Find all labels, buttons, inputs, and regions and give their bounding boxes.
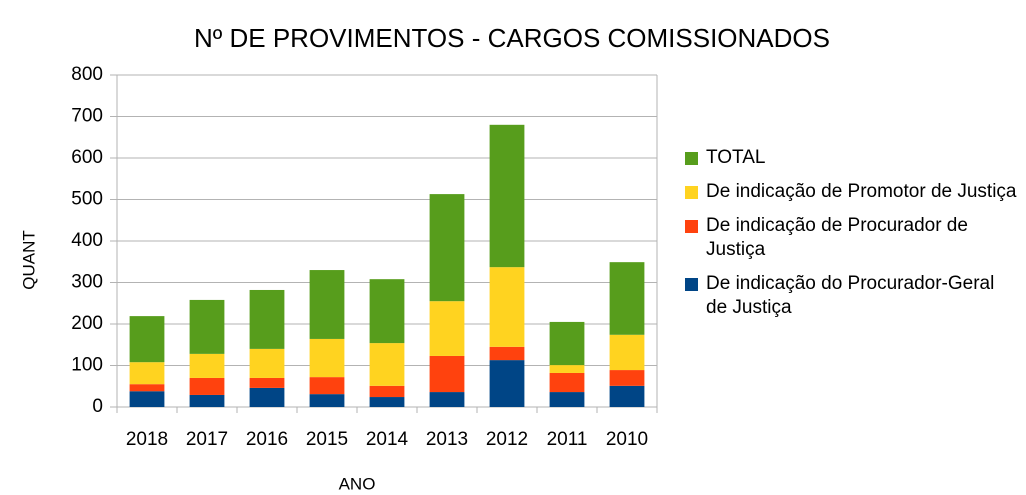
x-tick-label: 2013 [426, 429, 468, 450]
legend-swatch [685, 152, 698, 165]
bar-segment [429, 392, 465, 407]
bar-segment [189, 394, 225, 407]
legend-swatch [685, 220, 698, 233]
y-tick-label: 700 [71, 106, 103, 127]
y-tick-label: 100 [71, 355, 103, 376]
legend-item: De indicação de Procurador de Justiça [685, 214, 1020, 262]
legend-swatch [685, 278, 698, 291]
bar-segment [309, 394, 345, 407]
bar-segment [609, 385, 645, 407]
legend-label: De indicação de Procurador de Justiça [706, 215, 968, 260]
y-tick-label: 300 [71, 272, 103, 293]
y-tick-label: 400 [71, 230, 103, 251]
bar-segment [129, 316, 165, 363]
bar-segment [189, 299, 225, 354]
bar-segment [309, 338, 345, 378]
legend-item: TOTAL [685, 146, 1020, 170]
bar-segment [369, 279, 405, 344]
bar-segment [549, 392, 585, 407]
y-tick-label: 200 [71, 313, 103, 334]
legend-label: De indicação de Promotor de Justiça [706, 181, 1017, 202]
bar-segment [129, 384, 165, 392]
bar-segment [249, 387, 285, 407]
x-axis-label: ANO [339, 474, 376, 493]
x-tick-label: 2010 [606, 429, 648, 450]
bar-segment [549, 321, 585, 366]
y-tick-label: 600 [71, 147, 103, 168]
bar-segment [189, 377, 225, 395]
legend-item: De indicação de Promotor de Justiça [685, 180, 1020, 204]
bar-segment [309, 377, 345, 395]
bar-segment [489, 346, 525, 361]
x-tick-label: 2016 [246, 429, 288, 450]
bar-segment [549, 372, 585, 393]
x-tick-label: 2015 [306, 429, 348, 450]
x-tick-label: 2014 [366, 429, 409, 450]
bar-segment [129, 362, 165, 385]
bar-segment [189, 353, 225, 378]
bar-segment [429, 301, 465, 356]
bar-segment [489, 360, 525, 407]
bar-segment [369, 385, 405, 398]
y-tick-label: 0 [92, 396, 103, 417]
bar-segment [249, 289, 285, 349]
bar-segment [129, 391, 165, 407]
chart-title: Nº DE PROVIMENTOS - CARGOS COMISSIONADOS [194, 23, 830, 53]
legend-label: TOTAL [706, 147, 766, 168]
bar-segment [249, 377, 285, 388]
y-tick-label: 500 [71, 189, 103, 210]
bar-segment [609, 334, 645, 371]
bar-segment [489, 267, 525, 347]
x-tick-label: 2012 [486, 429, 528, 450]
bar-segment [489, 124, 525, 268]
bar-segment [429, 194, 465, 302]
bar-segment [609, 262, 645, 335]
bar-segment [369, 397, 405, 407]
y-axis-label: QUANT [19, 230, 38, 290]
bar-segment [249, 348, 285, 378]
bar-segment [429, 355, 465, 393]
x-tick-label: 2017 [186, 429, 228, 450]
y-tick-label: 800 [71, 64, 103, 85]
legend-item: De indicação do Procurador-Geral de Just… [685, 272, 1020, 320]
bar-segment [309, 270, 345, 339]
legend-swatch [685, 186, 698, 199]
x-tick-label: 2018 [126, 429, 168, 450]
bar-segment [549, 365, 585, 373]
legend: TOTAL De indicação de Promotor de Justiça… [685, 146, 1020, 330]
x-tick-label: 2011 [547, 429, 588, 450]
bar-segment [609, 370, 645, 386]
bar-segment [369, 343, 405, 386]
legend-label: De indicação do Procurador-Geral de Just… [706, 273, 995, 318]
